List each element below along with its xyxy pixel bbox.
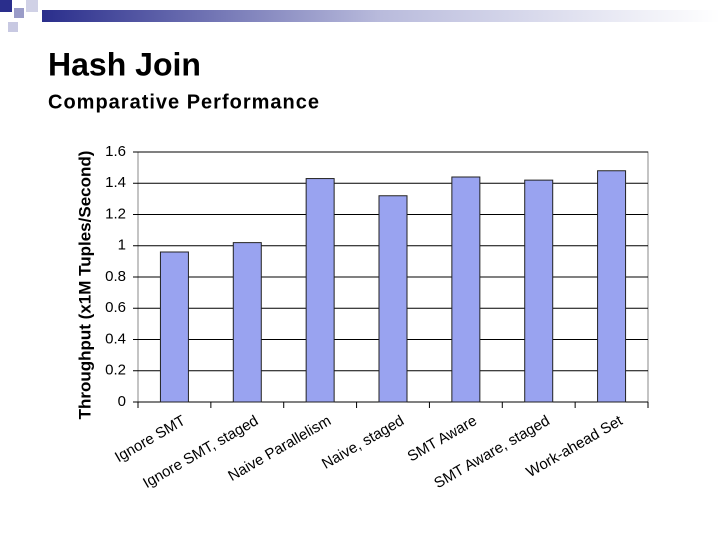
- y-tick-label: 0.2: [105, 362, 126, 379]
- bar: [451, 176, 481, 403]
- subtitle: Comparative Performance: [48, 91, 320, 113]
- y-tick-label: 0: [118, 393, 126, 410]
- bar: [305, 178, 335, 403]
- bar: [524, 179, 554, 403]
- y-tick-label: 0.6: [105, 299, 126, 316]
- y-tick-label: 0.4: [105, 330, 126, 347]
- y-tick-label: 1.2: [105, 205, 126, 222]
- y-axis-label: Throughput (x1M Tuples/Second): [75, 151, 94, 420]
- bar: [378, 195, 408, 403]
- x-tick-label: Naive, staged: [319, 412, 407, 473]
- decoration: [0, 0, 720, 32]
- bar: [597, 170, 627, 403]
- y-tick-label: 0.8: [105, 268, 126, 285]
- bar: [232, 242, 262, 403]
- y-tick-label: 1.4: [105, 174, 126, 191]
- bar: [159, 251, 189, 403]
- title: Hash Join: [48, 46, 201, 82]
- y-tick-label: 1.6: [105, 143, 126, 160]
- y-tick-label: 1: [118, 237, 126, 254]
